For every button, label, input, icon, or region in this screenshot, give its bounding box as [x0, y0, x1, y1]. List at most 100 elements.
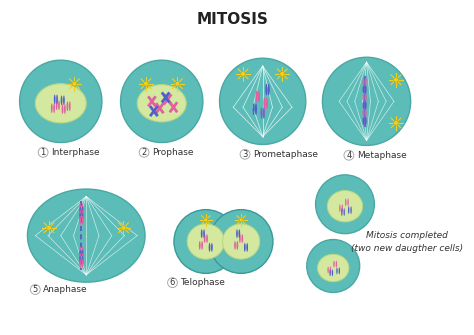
Ellipse shape: [137, 85, 186, 122]
Ellipse shape: [258, 90, 260, 102]
Ellipse shape: [264, 97, 265, 109]
Ellipse shape: [82, 216, 83, 225]
Ellipse shape: [332, 269, 333, 276]
Ellipse shape: [239, 234, 241, 243]
Ellipse shape: [333, 261, 335, 267]
Ellipse shape: [255, 90, 257, 102]
Circle shape: [19, 60, 102, 142]
Ellipse shape: [53, 103, 55, 113]
Circle shape: [72, 81, 77, 86]
Circle shape: [241, 71, 246, 76]
Ellipse shape: [363, 109, 364, 117]
Ellipse shape: [365, 117, 366, 125]
Ellipse shape: [350, 206, 352, 214]
Ellipse shape: [268, 84, 270, 95]
Ellipse shape: [365, 78, 366, 86]
Ellipse shape: [82, 259, 83, 268]
Ellipse shape: [328, 191, 363, 222]
Ellipse shape: [206, 234, 208, 243]
Ellipse shape: [79, 213, 81, 221]
Text: 6: 6: [170, 278, 175, 287]
Ellipse shape: [35, 84, 86, 123]
Ellipse shape: [341, 208, 343, 216]
Ellipse shape: [263, 107, 265, 119]
Ellipse shape: [82, 256, 83, 265]
Ellipse shape: [363, 102, 364, 109]
Ellipse shape: [330, 266, 331, 273]
Ellipse shape: [79, 216, 81, 225]
Ellipse shape: [344, 208, 345, 216]
Text: 1: 1: [40, 148, 46, 157]
Circle shape: [168, 278, 177, 287]
Ellipse shape: [82, 210, 83, 218]
Circle shape: [120, 60, 203, 142]
Ellipse shape: [79, 253, 81, 262]
Ellipse shape: [336, 261, 337, 267]
Ellipse shape: [255, 103, 257, 115]
Ellipse shape: [260, 107, 263, 119]
Ellipse shape: [204, 234, 206, 243]
Circle shape: [219, 58, 306, 144]
Ellipse shape: [363, 93, 364, 102]
Ellipse shape: [61, 95, 63, 105]
Ellipse shape: [79, 250, 81, 258]
Ellipse shape: [328, 266, 329, 273]
Ellipse shape: [253, 103, 255, 115]
Circle shape: [46, 225, 51, 230]
Ellipse shape: [339, 204, 341, 212]
Ellipse shape: [82, 203, 83, 212]
Circle shape: [316, 175, 374, 233]
Ellipse shape: [363, 78, 364, 86]
Ellipse shape: [174, 210, 237, 273]
Ellipse shape: [238, 229, 240, 238]
Circle shape: [144, 81, 148, 86]
Text: MITOSIS: MITOSIS: [196, 11, 268, 26]
Text: 3: 3: [242, 150, 248, 159]
Ellipse shape: [79, 203, 81, 212]
Ellipse shape: [211, 243, 213, 252]
Ellipse shape: [79, 256, 81, 265]
Text: Prophase: Prophase: [152, 148, 193, 157]
Text: Metaphase: Metaphase: [357, 151, 407, 160]
Ellipse shape: [236, 229, 238, 238]
Ellipse shape: [237, 241, 238, 250]
Ellipse shape: [318, 254, 349, 282]
Ellipse shape: [222, 224, 260, 259]
Ellipse shape: [209, 210, 273, 273]
Ellipse shape: [348, 206, 349, 214]
Ellipse shape: [79, 247, 81, 255]
Ellipse shape: [69, 102, 71, 111]
Text: Anaphase: Anaphase: [43, 285, 88, 294]
Ellipse shape: [54, 94, 55, 104]
Circle shape: [393, 77, 398, 82]
Ellipse shape: [64, 104, 66, 114]
Ellipse shape: [56, 94, 58, 104]
Ellipse shape: [201, 241, 203, 250]
Ellipse shape: [347, 198, 349, 206]
Ellipse shape: [51, 103, 53, 113]
Circle shape: [204, 218, 208, 222]
Ellipse shape: [66, 102, 68, 111]
Ellipse shape: [241, 234, 243, 243]
Ellipse shape: [56, 100, 57, 110]
Circle shape: [175, 81, 180, 86]
Ellipse shape: [82, 250, 83, 258]
Text: Interphase: Interphase: [51, 148, 100, 157]
Text: 4: 4: [346, 151, 352, 160]
Ellipse shape: [58, 100, 60, 110]
Ellipse shape: [266, 97, 268, 109]
Ellipse shape: [27, 189, 145, 282]
Ellipse shape: [246, 243, 248, 252]
Ellipse shape: [199, 241, 201, 250]
Ellipse shape: [363, 86, 364, 93]
Text: 5: 5: [33, 285, 38, 294]
Circle shape: [240, 149, 250, 159]
Ellipse shape: [63, 95, 65, 105]
Circle shape: [322, 57, 410, 145]
Circle shape: [280, 71, 285, 76]
Ellipse shape: [62, 104, 64, 114]
Ellipse shape: [365, 93, 366, 102]
Ellipse shape: [209, 243, 210, 252]
Ellipse shape: [187, 224, 224, 259]
Circle shape: [307, 240, 360, 292]
